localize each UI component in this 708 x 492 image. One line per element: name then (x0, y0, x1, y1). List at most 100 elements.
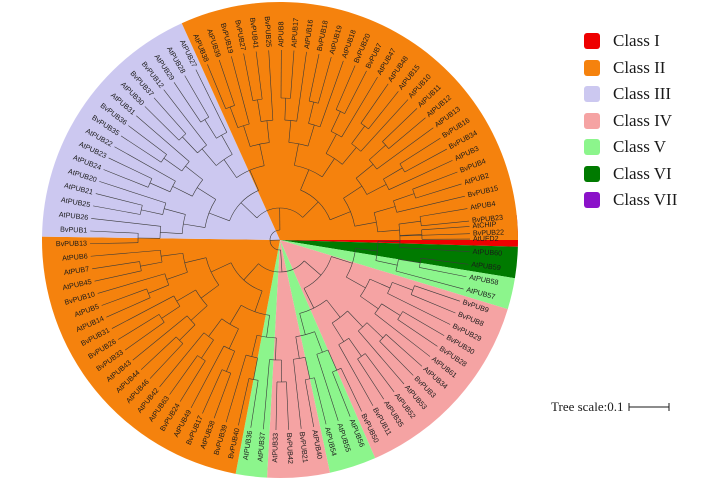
internal-branch (149, 182, 171, 193)
clade-arc (230, 262, 263, 292)
internal-branch (164, 208, 186, 215)
leaf-branch (388, 117, 426, 149)
leaf-branch (414, 285, 460, 302)
internal-branch (275, 337, 277, 360)
leaf-branch (388, 160, 453, 190)
internal-branch (351, 125, 365, 144)
internal-branch (243, 263, 259, 281)
internal-branch (190, 305, 208, 321)
legend-item-class-iii: Class III (584, 81, 677, 108)
legend-item-class-i: Class I (584, 28, 677, 55)
internal-branch (330, 111, 341, 132)
leaf-branch (120, 135, 162, 163)
leaf-label: AtPUB16 (302, 19, 315, 50)
clade-arc (225, 105, 235, 110)
leaf-branch (376, 127, 434, 170)
leaf-branch (169, 355, 198, 395)
leaf-label: BvPUB42 (285, 433, 295, 465)
leaf-branch (344, 70, 367, 114)
internal-branch (369, 278, 391, 289)
leaf-branch (144, 106, 180, 141)
legend-swatch-class-ii (584, 59, 600, 76)
leaf-branch (402, 311, 445, 336)
leaf-label: AtCHIP (472, 219, 497, 230)
leaf-label: BvPUB23 (472, 213, 504, 225)
internal-branch (294, 143, 299, 166)
leaf-branch (399, 247, 470, 252)
internal-branch (355, 248, 378, 252)
internal-branch (392, 282, 413, 291)
legend-swatch-class-vi (584, 165, 600, 182)
leaf-branch (332, 371, 351, 417)
leaf-branch (304, 379, 315, 428)
leaf-branch (385, 334, 423, 367)
leaf-branch (202, 369, 223, 414)
internal-branch (161, 305, 181, 319)
internal-branch (200, 284, 219, 299)
leaf-branch (184, 75, 210, 118)
legend-label-class-ii: Class II (613, 57, 666, 77)
leaf-branch (250, 380, 259, 428)
clade-arc (195, 289, 208, 306)
leaf-branch (410, 294, 456, 314)
leaf-branch (415, 183, 462, 199)
leaf-branch (213, 373, 232, 419)
internal-branch (182, 136, 198, 154)
internal-branch (179, 324, 196, 341)
internal-branch (314, 331, 323, 353)
class-legend: Class I Class II Class III Class IV Clas… (584, 28, 677, 214)
legend-label-class-v: Class V (613, 137, 667, 157)
clade-arc (159, 226, 162, 239)
clade-arc (358, 322, 368, 332)
leaf-branch (379, 341, 414, 376)
clade-arc (303, 256, 332, 289)
internal-branch (354, 221, 377, 227)
internal-branch (383, 167, 403, 180)
internal-branch (329, 211, 351, 221)
internal-branch (284, 98, 287, 121)
internal-branch (249, 170, 259, 191)
leaf-label: AtPUB4 (469, 199, 496, 212)
leaf-branch (308, 53, 320, 102)
leaf-branch (163, 89, 207, 146)
leaf-branch (316, 354, 339, 421)
tree-scale-label: Tree scale:0.1 (551, 399, 624, 414)
leaf-label: AtPUB7 (63, 264, 90, 277)
internal-branch (221, 135, 233, 155)
internal-branch (327, 349, 338, 371)
leaf-branch (140, 336, 177, 370)
leaf-branch (106, 297, 151, 318)
internal-branch (280, 249, 283, 272)
leaf-branch (374, 313, 431, 357)
leaf-label: AtPUB33 (270, 433, 280, 463)
internal-branch (308, 101, 315, 124)
internal-branch (304, 260, 322, 276)
clade-arc (158, 314, 165, 323)
internal-branch (172, 186, 193, 197)
legend-item-class-ii: Class II (584, 55, 677, 82)
internal-branch (393, 193, 415, 202)
legend-swatch-class-vii (584, 192, 600, 209)
clade-arc (383, 178, 390, 190)
clade-arc (397, 311, 403, 320)
clade-arc (256, 207, 303, 219)
leaf-label: AtPUB60 (472, 247, 502, 258)
leaf-label: AtPUB37 (255, 432, 267, 462)
leaf-branch (419, 208, 468, 217)
internal-branch (355, 164, 374, 179)
internal-branch (176, 289, 196, 302)
leaf-label: AtPUB26 (58, 210, 88, 222)
internal-branch (342, 147, 357, 165)
leaf-branch (360, 83, 389, 124)
clade-arc (399, 163, 405, 173)
internal-branch (161, 252, 183, 257)
internal-branch (229, 106, 239, 128)
leaf-branch (397, 319, 438, 347)
leaf-branch (387, 293, 451, 325)
clade-arc (229, 190, 259, 221)
clade-arc (293, 357, 306, 360)
internal-branch (369, 144, 386, 161)
leaf-branch (91, 218, 161, 227)
leaf-branch (395, 270, 464, 290)
leaf-branch (124, 322, 165, 351)
